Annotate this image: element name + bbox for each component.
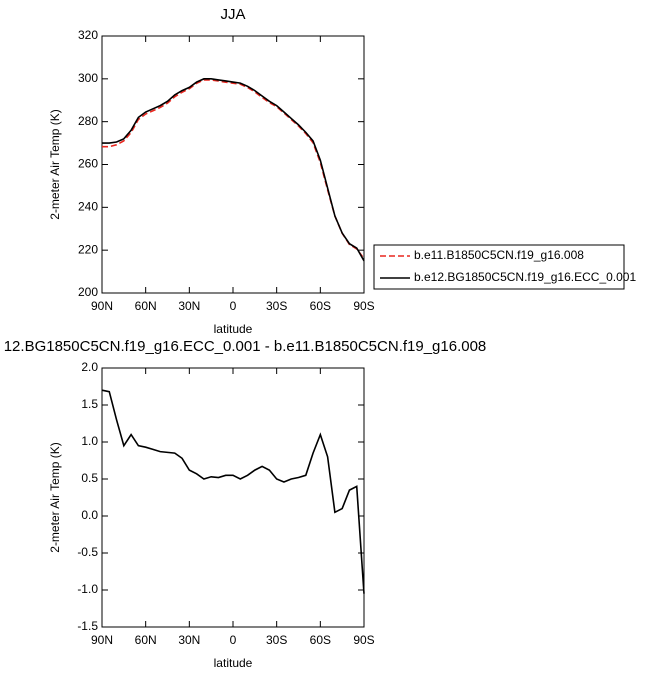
y-tick-label: 1.0 <box>81 434 98 448</box>
y-axis-label: 2-meter Air Temp (K) <box>48 442 62 552</box>
x-tick-label: 30S <box>266 299 287 313</box>
y-tick-label: 0.0 <box>81 508 98 522</box>
x-tick-label: 0 <box>230 633 237 647</box>
data-line <box>101 389 365 594</box>
x-tick-label: 90N <box>91 633 113 647</box>
x-tick-label: 60S <box>310 299 331 313</box>
x-tick-label: 90N <box>91 299 113 313</box>
y-tick-label: 200 <box>78 285 98 299</box>
y-tick-label: 0.5 <box>81 471 98 485</box>
x-tick-label: 30N <box>178 633 200 647</box>
x-tick-label: 30N <box>178 299 200 313</box>
y-tick-label: -1.5 <box>77 619 98 633</box>
x-tick-label: 90S <box>353 299 374 313</box>
y-tick-label: 260 <box>78 157 98 171</box>
x-tick-label: 0 <box>230 299 237 313</box>
y-tick-label: 2.0 <box>81 360 98 374</box>
y-tick-label: 280 <box>78 114 98 128</box>
y-tick-label: 240 <box>78 200 98 214</box>
y-tick-label: 220 <box>78 242 98 256</box>
y-tick-label: 300 <box>78 71 98 85</box>
x-tick-label: 90S <box>353 633 374 647</box>
plot-frame <box>101 35 365 294</box>
chart-title: 12.BG1850C5CN.f19_g16.ECC_0.001 - b.e11.… <box>4 338 487 355</box>
legend-box <box>373 244 625 290</box>
legend-label: b.e11.B1850C5CN.f19_g16.008 <box>414 248 584 262</box>
y-tick-label: -0.5 <box>77 545 98 559</box>
x-tick-label: 60N <box>135 633 157 647</box>
chart-title: JJA <box>220 6 245 23</box>
data-line <box>102 78 365 262</box>
legend-label: b.e12.BG1850C5CN.f19_g16.ECC_0.001 <box>414 270 636 284</box>
y-tick-label: 1.5 <box>81 397 98 411</box>
plot-frame <box>101 367 365 628</box>
y-axis-label: 2-meter Air Temp (K) <box>48 109 62 219</box>
x-axis-label: latitude <box>214 656 253 670</box>
y-tick-label: 320 <box>78 28 98 42</box>
x-axis-label: latitude <box>214 322 253 336</box>
x-tick-label: 60S <box>310 633 331 647</box>
x-tick-label: 60N <box>135 299 157 313</box>
x-tick-label: 30S <box>266 633 287 647</box>
y-tick-label: -1.0 <box>77 582 98 596</box>
data-line <box>102 79 365 260</box>
